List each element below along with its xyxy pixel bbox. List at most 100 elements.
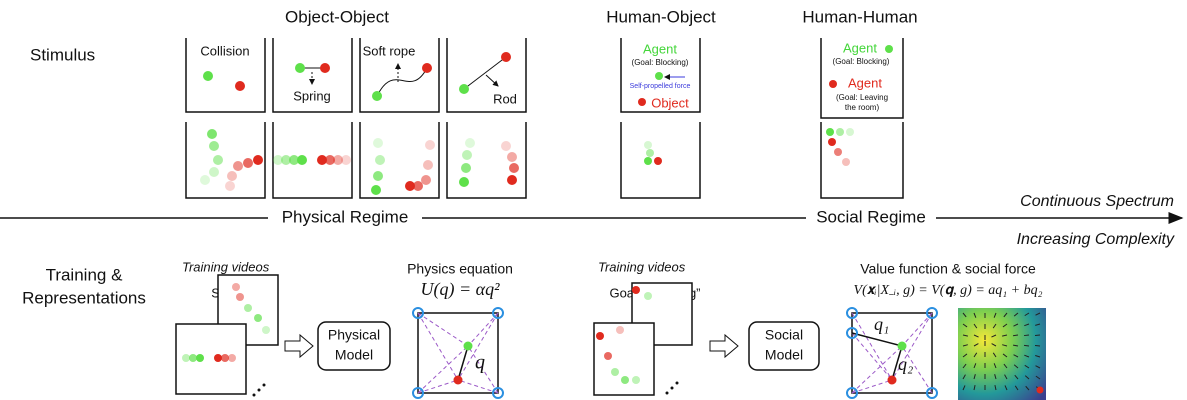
field-arrow	[1002, 323, 1008, 328]
label: q₁	[874, 314, 889, 334]
rect	[175, 323, 247, 395]
label: Training videos	[182, 259, 270, 274]
field-arrow	[993, 363, 997, 369]
circle	[209, 167, 219, 177]
circle	[375, 155, 385, 165]
circle	[235, 81, 245, 91]
circle	[644, 157, 652, 165]
circle	[461, 163, 471, 173]
dash	[417, 312, 459, 381]
field-arrow	[962, 334, 968, 337]
circle	[243, 158, 253, 168]
field-arrow	[962, 363, 967, 369]
path	[820, 38, 904, 119]
field-arrow	[973, 343, 979, 347]
field-arrow	[1014, 385, 1019, 391]
field-arrow	[991, 334, 997, 338]
label: Social	[765, 327, 803, 343]
dash	[901, 312, 933, 347]
circle	[459, 177, 469, 187]
circle	[632, 286, 640, 294]
circle	[846, 128, 854, 136]
label: Increasing Complexity	[1017, 231, 1175, 248]
field-arrow	[1014, 374, 1019, 380]
path	[820, 122, 904, 199]
label: Value function & social force	[860, 261, 1036, 277]
field-arrow	[962, 323, 968, 328]
rect	[268, 208, 422, 228]
g	[417, 312, 499, 394]
field-arrow	[1035, 323, 1041, 326]
field-arrow	[1013, 312, 1019, 317]
circle	[325, 155, 335, 165]
circle	[509, 163, 519, 173]
field-arrow	[1002, 334, 1008, 337]
label: Human-Human	[802, 7, 917, 26]
field-arrow	[1035, 355, 1041, 358]
field-arrow	[962, 374, 966, 380]
circle	[227, 171, 237, 181]
label: Agent	[848, 75, 882, 90]
circle	[644, 141, 652, 149]
field-arrow	[1025, 385, 1030, 391]
corner	[412, 307, 424, 319]
field-arrow	[962, 385, 966, 391]
field-arrow	[962, 353, 968, 358]
field-arrow	[1024, 323, 1030, 327]
circle	[262, 326, 270, 334]
circle	[836, 128, 844, 136]
circle	[465, 138, 475, 148]
path	[284, 333, 314, 359]
circle	[654, 157, 662, 165]
rect	[417, 312, 499, 394]
circle	[189, 354, 197, 362]
field-arrow	[1002, 344, 1008, 347]
circle	[289, 155, 299, 165]
circle	[200, 175, 210, 185]
dash	[851, 345, 903, 394]
field-arrow	[962, 344, 968, 347]
label: Collision	[200, 43, 249, 58]
circle	[507, 152, 517, 162]
dash	[467, 312, 499, 347]
circle	[262, 383, 266, 387]
label: Stimulus	[30, 45, 95, 64]
line	[891, 345, 903, 381]
field-arrow	[962, 312, 967, 318]
dash	[851, 312, 893, 381]
circle	[236, 293, 244, 301]
path	[376, 67, 428, 97]
circle	[225, 181, 235, 191]
circle	[317, 155, 327, 165]
circle	[675, 381, 679, 385]
circle	[405, 181, 415, 191]
g	[851, 312, 933, 394]
label: Physical	[328, 327, 380, 343]
circle	[297, 155, 307, 165]
circle	[373, 171, 383, 181]
line	[851, 332, 903, 347]
field-arrow	[973, 352, 978, 358]
rope-trail	[371, 138, 435, 195]
field-arrow	[994, 374, 997, 380]
dash	[891, 312, 933, 381]
circle	[281, 155, 291, 165]
circle	[826, 128, 834, 136]
circle	[887, 375, 897, 385]
circle	[371, 185, 381, 195]
circle	[670, 386, 674, 390]
rect	[748, 321, 820, 371]
box	[185, 38, 904, 199]
circle	[257, 388, 261, 392]
circle	[462, 150, 472, 160]
circle	[885, 45, 893, 53]
circle	[295, 63, 305, 73]
circle	[182, 354, 190, 362]
label: Object	[651, 95, 689, 110]
label: Physical Regime	[282, 207, 409, 226]
corner	[846, 307, 858, 319]
label: Physics equation	[407, 261, 513, 277]
label: V(𝐱ᵢ|X₋ᵢ, g) = V(𝐪, g) = aq₁ + bq₂	[854, 283, 1043, 298]
field-arrow	[992, 352, 997, 358]
